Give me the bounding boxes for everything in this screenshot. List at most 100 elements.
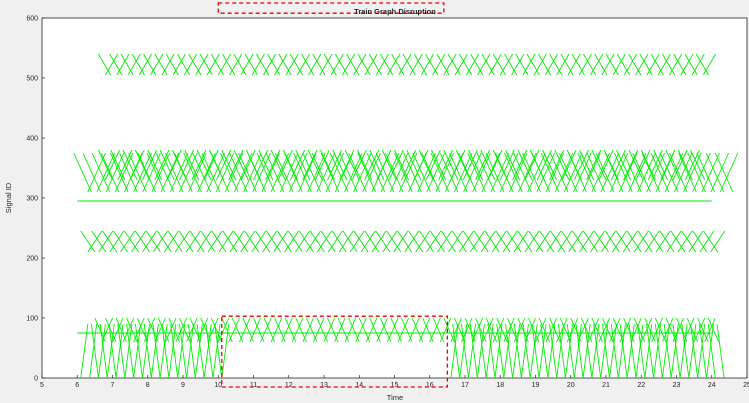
- train-path: [413, 149, 429, 181]
- train-path: [572, 230, 587, 253]
- train-path: [408, 317, 420, 343]
- train-path: [714, 152, 734, 193]
- train-path: [262, 230, 278, 253]
- train-path: [618, 152, 638, 193]
- train-path: [229, 152, 248, 193]
- train-path: [159, 149, 175, 181]
- train-path: [549, 53, 563, 76]
- train-path: [381, 149, 397, 181]
- train-path: [109, 152, 129, 193]
- train-path: [82, 152, 101, 193]
- train-path: [298, 230, 314, 253]
- train-path: [560, 53, 574, 76]
- train-path: [646, 53, 660, 76]
- y-tick-label: 400: [26, 136, 38, 143]
- train-path: [443, 53, 457, 76]
- train-path: [529, 149, 545, 181]
- train-path: [447, 53, 461, 76]
- train-path: [142, 152, 161, 193]
- train-path: [267, 53, 281, 76]
- train-path: [586, 149, 602, 181]
- train-path: [351, 149, 367, 181]
- train-path: [401, 149, 417, 181]
- x-tick-label: 17: [461, 382, 469, 389]
- train-path: [450, 149, 466, 181]
- train-path: [270, 149, 286, 181]
- train-path: [499, 149, 515, 181]
- train-path: [616, 53, 631, 76]
- train-path: [421, 152, 441, 193]
- train-path: [480, 230, 496, 253]
- train-path: [369, 149, 385, 181]
- train-path: [426, 230, 442, 253]
- train-path: [690, 149, 706, 181]
- train-path: [669, 152, 688, 193]
- train-path: [320, 230, 336, 253]
- train-path: [357, 152, 376, 193]
- train-path: [536, 149, 552, 181]
- train-path: [583, 53, 597, 76]
- train-path: [436, 53, 450, 76]
- train-path: [409, 53, 423, 76]
- train-path: [448, 230, 463, 253]
- train-path: [678, 152, 697, 193]
- train-path: [439, 317, 452, 343]
- train-path: [156, 230, 172, 253]
- train-path: [163, 230, 179, 253]
- train-path: [471, 317, 484, 343]
- train-path-series: [105, 149, 700, 181]
- train-path: [591, 149, 607, 181]
- train-path: [480, 149, 496, 181]
- train-path: [184, 149, 200, 181]
- train-path: [499, 53, 513, 76]
- train-path: [481, 53, 495, 76]
- x-tick-label: 18: [496, 382, 504, 389]
- train-path: [533, 53, 547, 76]
- train-path: [289, 152, 308, 193]
- train-path-series: [87, 230, 726, 253]
- x-tick-label: 6: [75, 382, 79, 389]
- train-path: [402, 53, 416, 76]
- train-path: [325, 152, 345, 193]
- train-path: [418, 149, 434, 181]
- train-path: [119, 152, 138, 193]
- train-path: [467, 152, 486, 193]
- disruption-highlight-box: [217, 2, 445, 14]
- train-path: [488, 53, 502, 76]
- train-path: [418, 317, 431, 343]
- train-path: [573, 149, 589, 181]
- train-path: [256, 152, 276, 193]
- train-path: [109, 230, 125, 253]
- train-path: [469, 230, 485, 253]
- train-path: [80, 230, 96, 253]
- x-tick-label: 16: [426, 382, 434, 389]
- axes-area: [41, 17, 748, 379]
- train-path: [117, 149, 133, 181]
- train-path: [120, 53, 134, 76]
- train-path: [312, 53, 326, 76]
- train-path: [539, 230, 555, 253]
- train-path: [251, 53, 265, 76]
- train-path: [449, 152, 468, 193]
- train-path: [661, 317, 674, 343]
- train-path: [176, 53, 191, 76]
- train-path: [568, 230, 584, 253]
- train-path: [207, 317, 219, 343]
- train-path: [404, 230, 420, 253]
- train-path: [207, 230, 223, 253]
- train-path: [522, 53, 536, 76]
- train-path: [357, 149, 372, 181]
- train-path: [262, 53, 277, 76]
- train-path: [238, 317, 251, 343]
- x-tick-label: 14: [355, 382, 363, 389]
- train-path: [586, 152, 606, 193]
- train-path: [609, 317, 621, 343]
- train-path: [98, 230, 114, 253]
- train-path: [637, 152, 656, 193]
- train-path: [695, 53, 709, 76]
- train-path: [196, 317, 209, 343]
- train-path: [492, 53, 506, 76]
- train-path: [582, 152, 601, 193]
- train-path: [644, 230, 660, 253]
